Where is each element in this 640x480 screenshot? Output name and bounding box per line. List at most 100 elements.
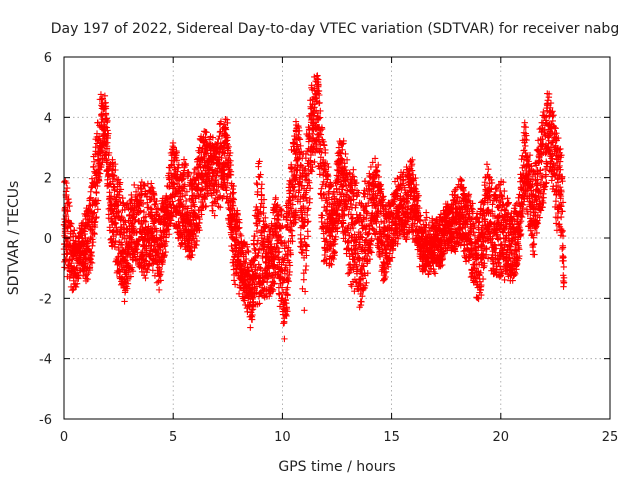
data-point [90,158,98,165]
data-point [68,220,75,227]
data-point [350,166,357,173]
data-point [61,264,68,271]
data-point [178,193,186,200]
data-point [83,271,91,278]
data-point [182,162,190,169]
data-point [129,267,137,275]
data-point [297,162,305,169]
data-point [92,143,99,151]
data-point [253,179,260,187]
data-point [123,285,131,292]
data-point [121,298,128,305]
data-point [111,220,119,227]
data-point [85,269,92,277]
data-point [181,181,189,188]
data-point [184,205,191,212]
data-point [177,190,184,197]
data-point [93,213,100,221]
data-point [105,130,112,137]
data-point [116,179,124,186]
data-point [96,170,104,177]
data-point [63,184,71,192]
data-point [430,268,438,276]
data-point [99,115,106,123]
data-point [321,142,328,149]
data-point [112,237,119,245]
data-point [342,150,349,158]
data-point [111,243,119,251]
data-point [192,212,200,219]
data-point [152,200,159,208]
data-point [258,181,266,188]
data-point [231,281,239,288]
data-point [139,200,147,208]
data-point [88,259,96,267]
data-point [142,218,149,225]
data-point [75,271,82,279]
data-point [83,238,91,245]
data-point [102,103,110,110]
data-point [118,214,126,221]
data-point [368,235,375,243]
data-point [117,186,125,193]
data-point [137,207,144,215]
data-point [247,324,254,331]
data-point [132,216,139,224]
data-point [483,161,491,168]
data-point [93,200,100,207]
data-point [89,242,96,250]
data-point [153,228,160,236]
data-point [87,188,94,195]
data-point [181,192,189,199]
data-point [143,193,151,200]
data-point [106,181,113,188]
data-point [173,157,181,164]
data-point [485,165,492,173]
data-point [89,236,96,243]
data-point [173,149,180,156]
data-point [167,220,174,227]
data-point [131,253,139,260]
data-point [363,279,370,287]
data-point [147,205,154,212]
data-point [140,217,148,225]
data-point [111,160,119,168]
data-point [152,225,160,232]
data-point [91,230,98,238]
data-point [90,210,97,217]
data-point [163,238,170,245]
data-point [360,190,367,197]
data-point [198,211,205,218]
data-point [88,252,95,260]
data-point [126,211,133,219]
data-point [300,276,308,283]
data-point [301,307,308,314]
data-point [76,233,83,240]
data-point [230,189,237,196]
data-point [105,149,113,157]
data-point [162,248,169,256]
data-point [272,194,279,202]
data-point [95,133,103,140]
data-point [209,199,217,206]
data-point [64,208,71,215]
data-point [94,206,102,213]
data-point [98,96,105,103]
data-point [93,189,100,197]
data-point [316,171,323,178]
data-point [156,213,164,220]
data-point [141,257,149,264]
data-point [287,251,294,258]
data-point [193,237,201,245]
data-point [128,205,135,213]
data-point [195,181,202,188]
data-point [156,265,163,273]
data-point [89,238,97,246]
data-point [143,258,150,265]
data-point [159,257,167,264]
data-point [314,72,321,79]
data-point [138,191,146,199]
data-point [131,181,138,189]
data-point [115,209,122,216]
data-point [161,242,169,250]
